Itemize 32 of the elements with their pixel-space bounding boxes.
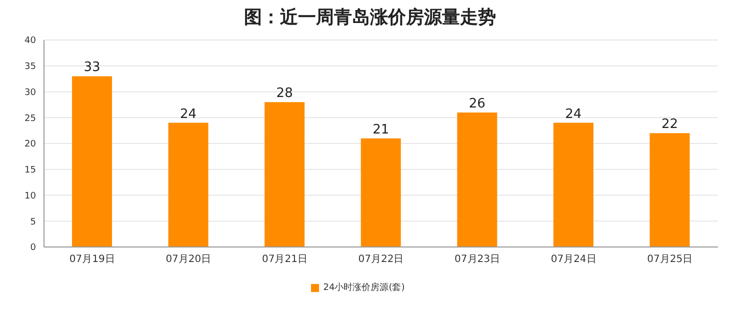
data-label: 24 (180, 106, 197, 122)
y-tick-label: 5 (30, 217, 36, 228)
bar (360, 138, 401, 247)
y-tick-label: 10 (24, 191, 36, 202)
x-tick-label: 07月25日 (647, 254, 693, 266)
y-tick-label: 20 (24, 140, 36, 150)
chart-title: 图：近一周青岛涨价房源量走势 (243, 7, 497, 30)
bar (650, 133, 690, 247)
bar (457, 112, 498, 247)
y-tick-label: 30 (24, 88, 36, 98)
data-label: 33 (84, 60, 100, 76)
x-tick-label: 07月22日 (358, 254, 404, 266)
y-tick-label: 25 (24, 114, 36, 124)
bar (264, 102, 305, 247)
data-label: 22 (661, 117, 678, 132)
data-label: 24 (565, 106, 582, 122)
y-tick-label: 40 (24, 36, 36, 46)
data-label: 28 (276, 86, 293, 102)
legend-label: 24小时涨价房源(套) (323, 283, 405, 293)
y-tick-label: 0 (30, 243, 36, 254)
y-tick-label: 35 (24, 62, 36, 72)
bar (72, 76, 112, 247)
x-tick-label: 07月20日 (166, 254, 212, 266)
bar (553, 122, 594, 247)
x-tick-label: 07月21日 (262, 254, 308, 266)
x-tick-label: 07月24日 (550, 254, 596, 266)
bar (168, 122, 208, 247)
x-tick-label: 07月23日 (454, 254, 500, 266)
data-label: 21 (372, 122, 390, 138)
data-label: 26 (468, 96, 486, 112)
y-tick-label: 15 (24, 166, 36, 176)
x-tick-label: 07月19日 (69, 254, 115, 266)
